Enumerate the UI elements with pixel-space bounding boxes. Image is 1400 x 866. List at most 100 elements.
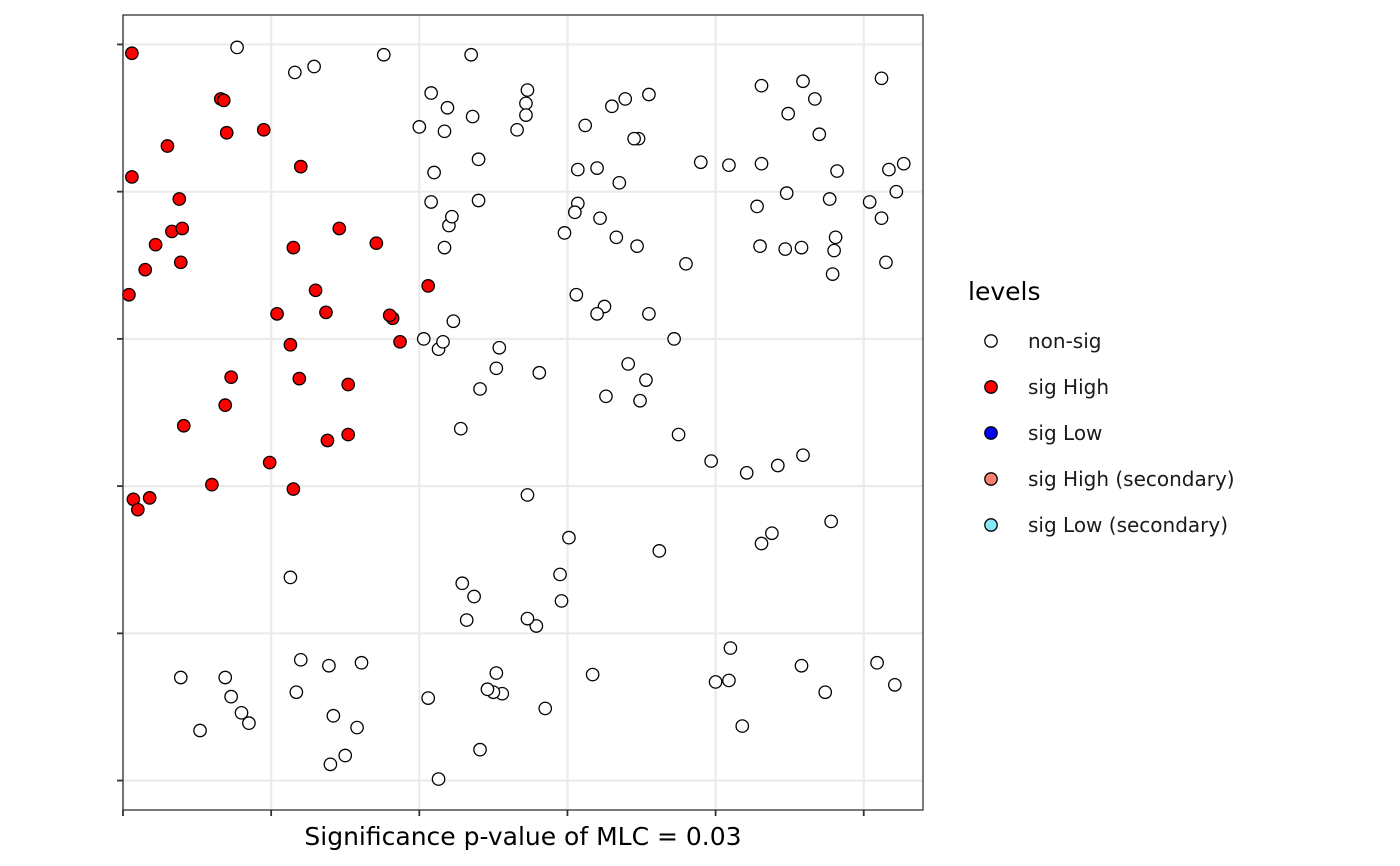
data-point [667,332,681,346]
data-point [288,65,302,80]
data-point [633,393,647,408]
data-point [570,162,585,177]
data-point [219,125,234,140]
data-point [218,670,233,685]
data-point [750,199,764,214]
legend-items: non-sig sig High sig Low sig High (secondar… [984,329,1235,537]
legend-key [984,518,998,532]
data-point [722,673,736,688]
data-point [230,40,244,55]
data-point [173,255,188,270]
data-point [489,361,504,376]
data-point [569,287,584,302]
data-point [424,195,438,209]
data-point [341,377,356,392]
data-point [879,255,893,270]
data-point [369,236,384,251]
data-point [830,164,844,178]
data-point [160,139,175,153]
data-point [612,175,627,190]
data-point [436,334,450,349]
data-point [320,433,335,448]
data-point [130,502,145,517]
data-point [862,195,877,209]
data-point [825,267,840,281]
data-point [473,742,487,757]
data-point [554,594,569,608]
legend-label: sig Low [1028,421,1102,445]
data-point [234,705,249,720]
legend-item: non-sig [984,329,1101,353]
data-point [605,99,619,114]
data-point [781,106,796,121]
data-point [627,131,641,146]
data-point [286,482,301,496]
data-point [453,421,468,436]
data-point [376,47,391,62]
data-point [242,716,256,730]
data-point [704,454,718,468]
data-point [338,748,353,763]
data-point [341,427,356,442]
data-point [794,658,809,673]
data-points [122,40,911,786]
data-point [562,530,576,545]
data-point [723,641,738,655]
data-point [585,667,600,682]
data-point [283,570,298,585]
data-point [464,47,478,62]
data-point [822,192,837,206]
axis-ticks [117,43,865,816]
data-point [532,365,547,380]
data-point [323,757,338,772]
data-point [874,211,889,226]
legend: levels non-sig sig High sig Low sig High (s… [968,277,1235,537]
data-point [138,262,153,277]
data-point [173,670,188,685]
data-point [754,156,769,171]
data-point [270,307,284,321]
data-point [421,279,436,293]
data-point [473,382,487,396]
data-point [427,165,441,180]
data-point [326,708,341,723]
legend-label: non-sig [1028,329,1101,353]
data-point [735,719,750,733]
data-point [437,240,452,255]
data-point [590,161,604,175]
data-point [827,243,841,258]
data-point [412,120,427,134]
data-point [818,685,833,700]
data-point [354,655,369,670]
data-point [446,314,461,329]
data-point [283,337,298,352]
data-point [440,100,455,115]
data-point [896,156,911,171]
data-point [671,427,686,442]
data-point [538,701,553,716]
data-point [679,256,693,271]
data-point [172,192,187,206]
data-point [621,357,636,371]
data-point [779,186,794,200]
data-point [642,87,656,102]
data-point [480,682,495,697]
data-point [437,124,452,139]
legend-key [984,334,998,348]
series-non-sig [173,40,911,786]
data-point [445,209,459,224]
data-point [322,658,336,673]
data-point [618,92,633,106]
data-point [519,108,533,122]
grid-lines [121,15,923,810]
legend-title: levels [968,277,1040,306]
data-point [510,122,524,137]
data-point [796,74,810,89]
data-point [382,308,397,323]
data-point [492,340,507,355]
data-point [889,184,904,199]
legend-key [984,472,998,486]
data-point [722,158,736,173]
data-point [754,78,769,93]
legend-label: sig High (secondary) [1028,467,1235,491]
